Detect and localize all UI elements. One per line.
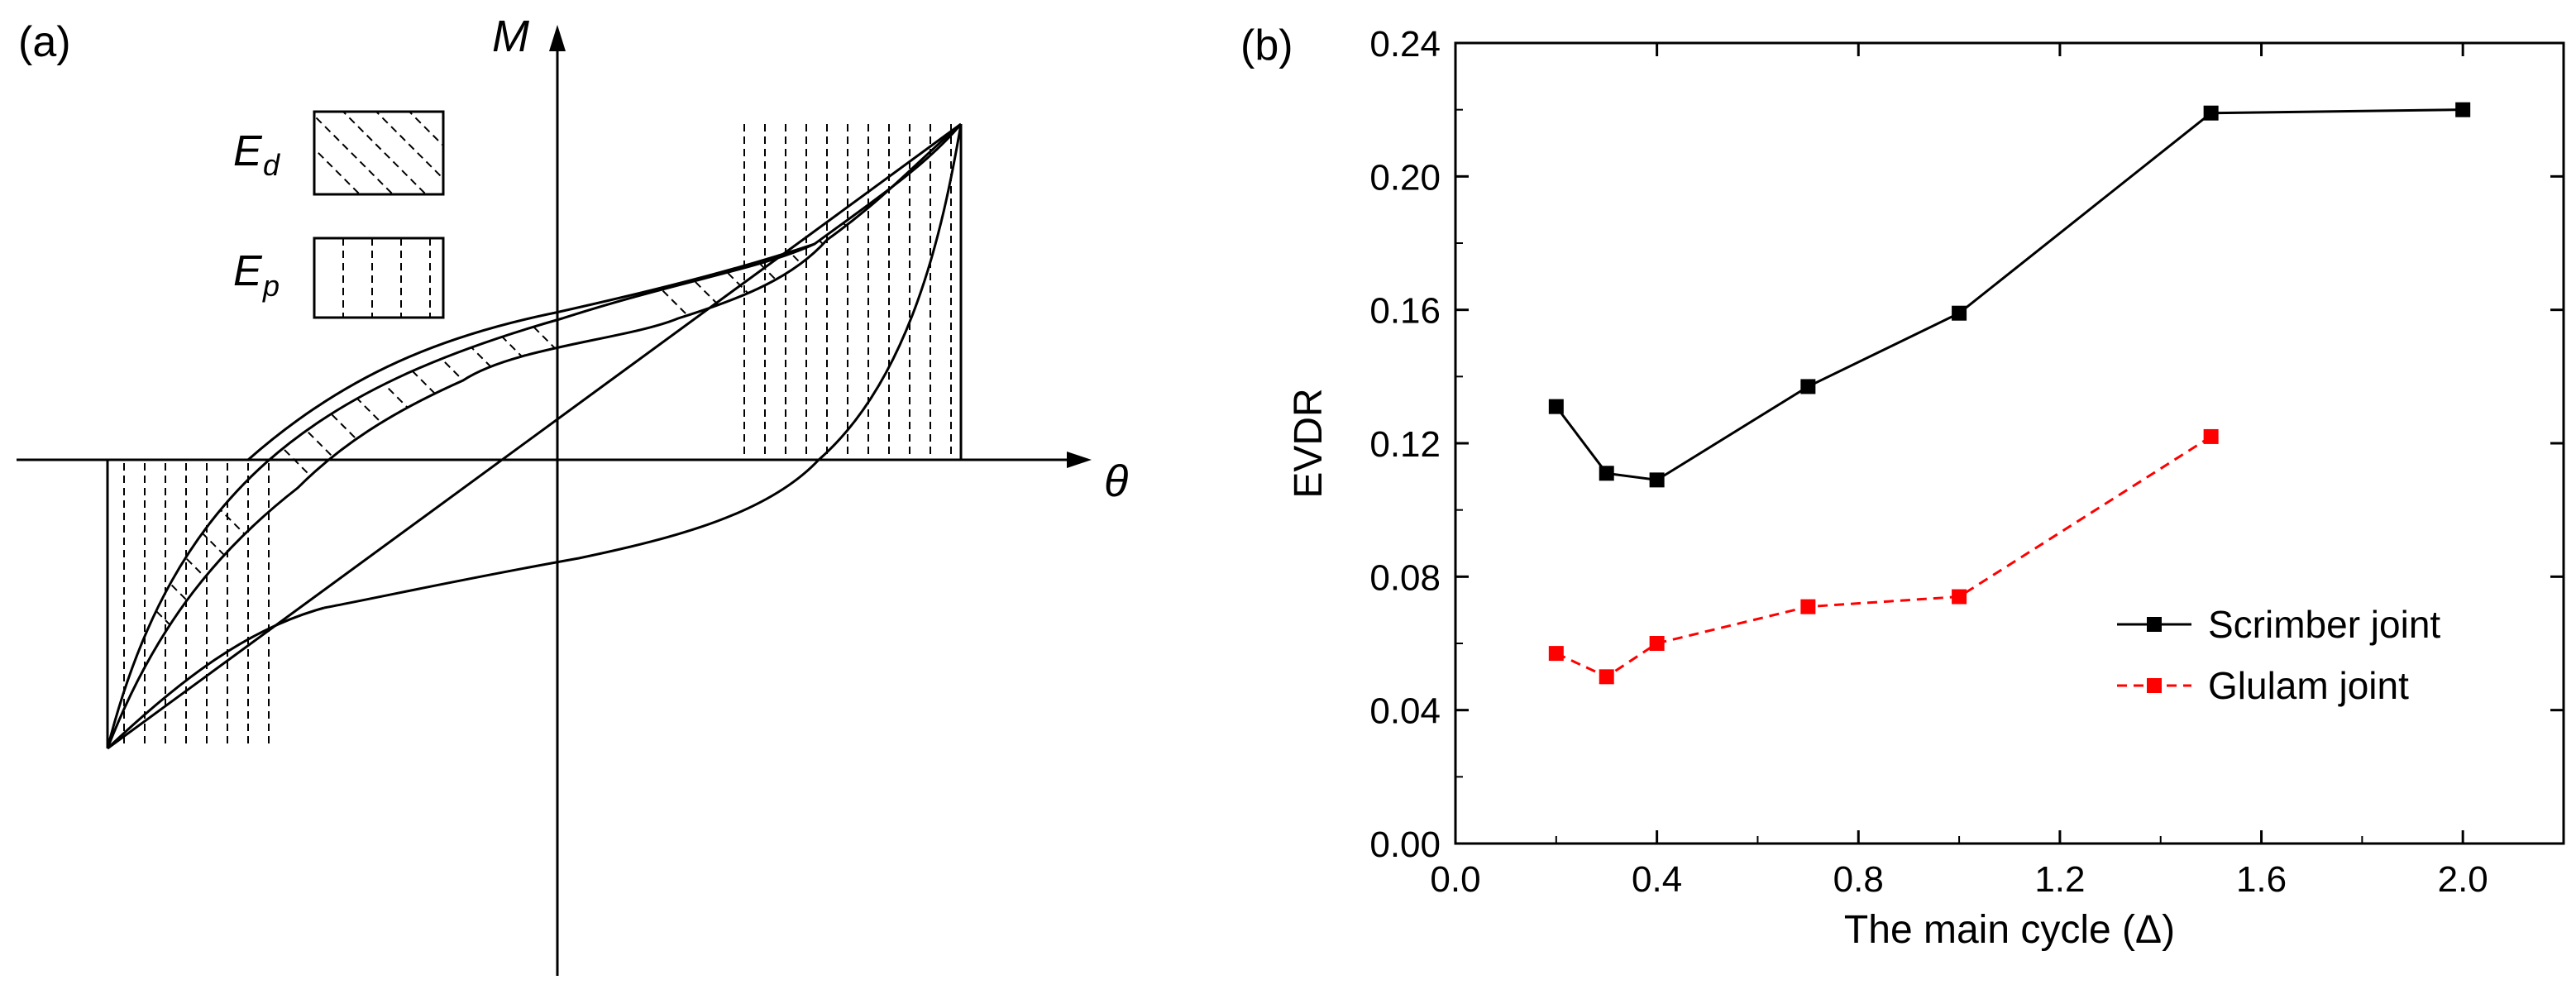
data-point (1649, 636, 1665, 651)
panel-a: (a) (17, 12, 1128, 976)
panel-a-legend: E d E p (233, 110, 445, 319)
y-tick-label: 0.24 (1369, 24, 1441, 65)
y-tick-label: 0.04 (1369, 691, 1441, 732)
m-axis-arrow-icon (549, 25, 566, 51)
legend-label-0: Scrimber joint (2208, 603, 2440, 646)
data-point (1952, 589, 1967, 605)
panel-b: (b) 0.000.040.080.120.160.200.24 0.0 0.4 0… (1240, 22, 2565, 952)
x-tick-label: 0.8 (1833, 859, 1884, 900)
data-point (1548, 646, 1564, 662)
legend-ed-swatch (313, 110, 445, 196)
hysteresis-loop-upper-right (247, 242, 815, 461)
legend-marker-1 (2147, 678, 2162, 693)
legend-ed: E d (233, 110, 445, 196)
series-scrimber-joint (1548, 102, 2471, 488)
data-point (1800, 599, 1816, 614)
data-point (1800, 379, 1816, 394)
data-point (2455, 102, 2471, 117)
data-point (1548, 399, 1564, 414)
hysteresis-loop-lower-right (323, 123, 963, 609)
series-layer (1548, 102, 2471, 685)
x-tick-label: 1.6 (2236, 859, 2287, 900)
secant-line (107, 122, 962, 750)
ep-hatch-region (123, 124, 952, 748)
y-axis: 0.00 0.04 0.08 0.12 0.16 0.20 0.24 (1369, 24, 2564, 865)
evdr-chart: 0.00 0.04 0.08 0.12 0.16 0.20 0.24 0.0 0.4 0.8 1.… (1287, 24, 2565, 952)
data-point (2203, 105, 2219, 121)
legend-ed-subscript: d (263, 148, 280, 182)
x-axis: 0.0 0.4 0.8 1.2 1.6 2.0 (1430, 43, 2488, 900)
m-axis-label: M (492, 12, 529, 61)
legend-marker-0 (2147, 617, 2162, 632)
chart-legend: Scrimber joint Glulam joint (2117, 603, 2440, 707)
data-point (1599, 466, 1614, 481)
legend-ep-swatch (313, 237, 445, 319)
series-line (1556, 435, 2212, 679)
data-point (1952, 305, 1967, 321)
ed-hatch-region (108, 124, 961, 745)
theta-axis-arrow-icon (1067, 452, 1092, 468)
hysteresis-loop-upper (106, 123, 963, 749)
x-tick-label: 0.0 (1430, 859, 1480, 900)
series-glulam-joint (1548, 428, 2219, 685)
data-point (1649, 472, 1665, 488)
y-tick-label: 0.16 (1369, 291, 1441, 332)
series-line (1555, 108, 2464, 481)
y-tick-label: 0.08 (1369, 557, 1441, 598)
panel-b-label: (b) (1240, 22, 1293, 69)
y-tick-label: 0.12 (1369, 424, 1441, 465)
y-tick-label: 0.00 (1369, 825, 1441, 865)
data-point (1599, 669, 1614, 685)
theta-axis-label: θ (1104, 456, 1128, 506)
hysteresis-loop-lower (106, 122, 962, 749)
legend-label-1: Glulam joint (2208, 664, 2409, 707)
data-point (2203, 428, 2219, 444)
panel-a-label: (a) (18, 18, 71, 66)
x-tick-label: 0.4 (1632, 859, 1682, 900)
legend-ep-symbol: E (233, 247, 263, 295)
y-tick-label: 0.20 (1369, 157, 1441, 198)
x-axis-label: The main cycle (Δ) (1844, 908, 2175, 952)
legend-ep: E p (233, 237, 445, 319)
legend-ep-subscript: p (262, 269, 280, 303)
x-tick-label: 2.0 (2438, 859, 2488, 900)
hysteresis-loop-lower-left (106, 606, 325, 750)
legend-ed-symbol: E (233, 127, 263, 175)
plot-area-frame (1454, 41, 2565, 845)
y-axis-label: EVDR (1287, 388, 1331, 498)
x-tick-label: 1.2 (2034, 859, 2085, 900)
